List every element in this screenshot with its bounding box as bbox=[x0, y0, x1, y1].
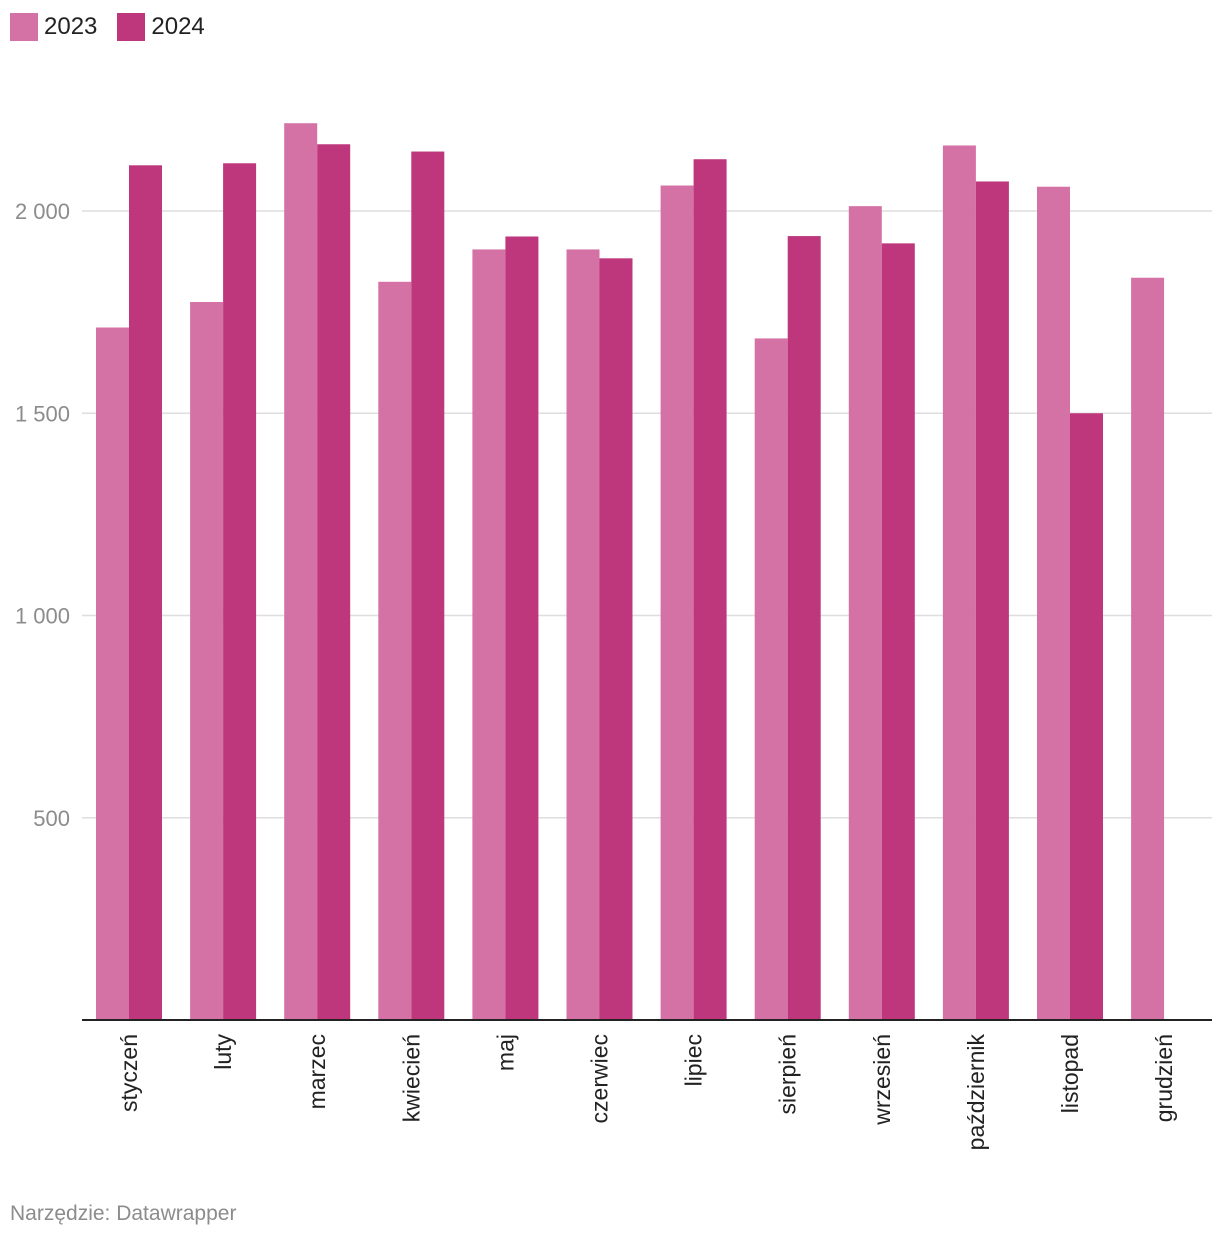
y-axis-tick-labels: 500 1 000 1 500 2 000 bbox=[15, 199, 70, 831]
x-category-label: kwiecień bbox=[398, 1034, 424, 1122]
x-category-label: luty bbox=[210, 1034, 236, 1070]
x-category-label: wrzesień bbox=[869, 1034, 895, 1126]
y-tick-label: 1 000 bbox=[15, 604, 70, 629]
bar-2024-wrzesień bbox=[881, 243, 915, 1021]
bar-2024-październik bbox=[975, 181, 1009, 1020]
bar-2023-lipiec bbox=[660, 185, 694, 1021]
x-category-label: marzec bbox=[304, 1034, 330, 1109]
x-category-label: lipiec bbox=[681, 1034, 707, 1086]
bar-2023-wrzesień bbox=[848, 206, 882, 1020]
y-tick-label: 500 bbox=[33, 806, 70, 831]
x-axis-category-labels: styczeń luty marzec kwiecień maj czerwiec lipi… bbox=[116, 1034, 1177, 1151]
legend-label-2024: 2024 bbox=[151, 13, 205, 40]
x-category-label: sierpień bbox=[775, 1034, 801, 1115]
bar-2023-marzec bbox=[284, 123, 318, 1020]
bar-2023-grudzień bbox=[1131, 277, 1165, 1020]
bar-2023-styczeń bbox=[96, 327, 129, 1021]
bar-2023-maj bbox=[472, 249, 506, 1021]
x-category-label: październik bbox=[963, 1034, 989, 1151]
y-tick-label: 2 000 bbox=[15, 199, 70, 224]
gridlines bbox=[82, 210, 1212, 819]
x-category-label: styczeń bbox=[116, 1034, 142, 1112]
legend: 2023 2024 bbox=[10, 12, 225, 42]
legend-item-2023: 2023 bbox=[10, 13, 97, 41]
bar-2024-luty bbox=[223, 163, 257, 1021]
legend-swatch-2023 bbox=[10, 13, 38, 41]
bar-2023-kwiecień bbox=[378, 281, 412, 1021]
y-tick-label: 1 500 bbox=[15, 401, 70, 426]
bar-2024-czerwiec bbox=[599, 258, 633, 1020]
bar-2023-luty bbox=[190, 302, 224, 1020]
bar-2023-listopad bbox=[1037, 186, 1070, 1021]
bar-2024-maj bbox=[505, 236, 539, 1020]
bar-2023-październik bbox=[942, 145, 976, 1020]
bar-2024-lipiec bbox=[693, 159, 727, 1020]
bar-2024-sierpień bbox=[787, 236, 821, 1021]
x-category-label: maj bbox=[492, 1034, 518, 1071]
bar-2023-czerwiec bbox=[566, 249, 600, 1021]
x-category-label: listopad bbox=[1057, 1034, 1083, 1113]
bar-2024-marzec bbox=[317, 144, 351, 1020]
bar-2024-styczeń bbox=[129, 165, 162, 1020]
x-category-label: czerwiec bbox=[587, 1034, 613, 1123]
bar-chart: 500 1 000 1 500 2 000 styczeń luty marzec kwie… bbox=[15, 123, 1212, 1151]
source-credit: Narzędzie: Datawrapper bbox=[10, 1202, 237, 1225]
bar-2024-kwiecień bbox=[411, 151, 445, 1020]
legend-item-2024: 2024 bbox=[117, 13, 205, 41]
bar-2024-listopad bbox=[1070, 413, 1103, 1020]
x-category-label: grudzień bbox=[1151, 1034, 1177, 1122]
bar-2023-sierpień bbox=[754, 338, 788, 1021]
legend-label-2023: 2023 bbox=[44, 13, 98, 40]
legend-swatch-2024 bbox=[117, 13, 146, 41]
bars bbox=[96, 123, 1165, 1021]
